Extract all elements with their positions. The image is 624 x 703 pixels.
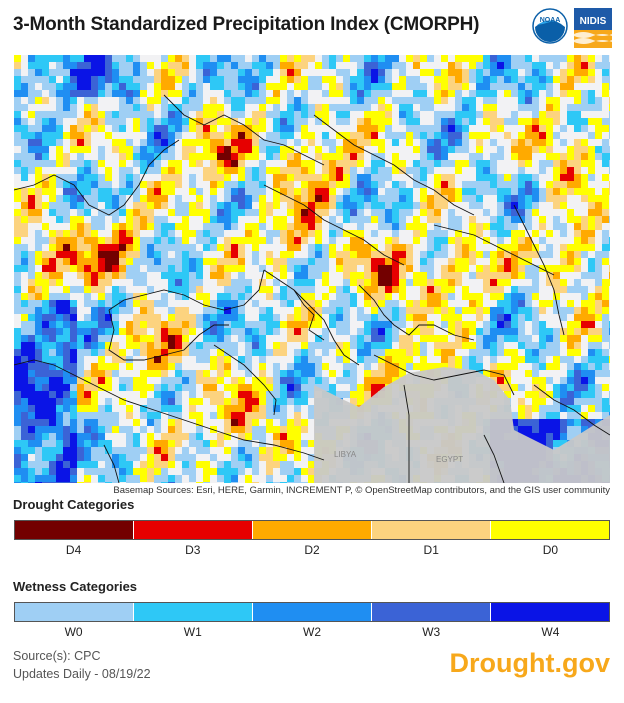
source-text: Source(s): CPC — [13, 649, 101, 663]
spi-map[interactable]: LIBYA EGYPT — [14, 55, 610, 483]
drought-legend-title: Drought Categories — [13, 497, 135, 512]
wetness-label-w0: W0 — [64, 625, 83, 639]
drought-swatch-d2 — [253, 521, 372, 539]
wetness-label-w1: W1 — [183, 625, 202, 639]
wetness-swatch-w1 — [134, 603, 253, 621]
drought-label-d0: D0 — [542, 543, 559, 557]
wetness-legend-bar — [14, 602, 610, 622]
wetness-legend-labels: W0 W1 W2 W3 W4 — [14, 625, 610, 639]
drought-gov-link[interactable]: Drought.gov — [449, 648, 610, 678]
wetness-legend-title: Wetness Categories — [13, 579, 138, 594]
wetness-label-w3: W3 — [422, 625, 441, 639]
drought-swatch-d0 — [491, 521, 609, 539]
wetness-label-w2: W2 — [303, 625, 321, 639]
map-label-egypt: EGYPT — [436, 455, 464, 464]
page-title: 3-Month Standardized Precipitation Index… — [13, 14, 480, 35]
spi-map-canvas — [14, 55, 610, 483]
drought-label-d1: D1 — [423, 543, 439, 557]
wetness-swatch-w3 — [372, 603, 491, 621]
logos: NOAA NIDIS — [532, 8, 612, 48]
noaa-logo-icon[interactable]: NOAA — [532, 8, 568, 44]
drought-label-d3: D3 — [185, 543, 201, 557]
nidis-logo-icon[interactable]: NIDIS — [574, 8, 612, 48]
source-info: Source(s): CPC Updates Daily - 08/19/22 — [13, 647, 151, 683]
drought-label-d4: D4 — [65, 543, 82, 557]
wetness-swatch-w0 — [15, 603, 134, 621]
drought-legend-bar — [14, 520, 610, 540]
drought-legend-labels: D4 D3 D2 D1 D0 — [14, 543, 610, 557]
drought-swatch-d3 — [134, 521, 253, 539]
wetness-label-w4: W4 — [541, 625, 560, 639]
wetness-swatch-w4 — [491, 603, 609, 621]
svg-text:NIDIS: NIDIS — [580, 16, 607, 27]
no-data-region — [314, 367, 610, 483]
drought-swatch-d1 — [372, 521, 491, 539]
country-borders — [14, 94, 610, 483]
svg-text:NOAA: NOAA — [540, 17, 561, 24]
wetness-swatch-w2 — [253, 603, 372, 621]
updates-text: Updates Daily - 08/19/22 — [13, 667, 151, 681]
drought-label-d2: D2 — [304, 543, 320, 557]
basemap-credit: Basemap Sources: Esri, HERE, Garmin, INC… — [113, 485, 610, 496]
map-label-libya: LIBYA — [334, 450, 357, 459]
drought-swatch-d4 — [15, 521, 134, 539]
